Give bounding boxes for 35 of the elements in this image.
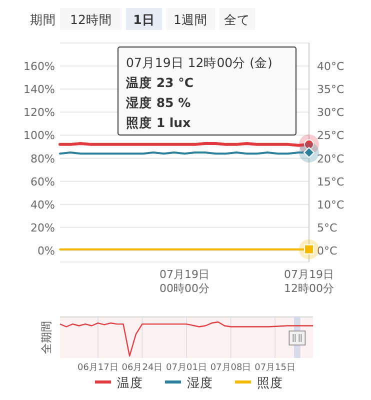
- y2-tick-label: 0°C: [317, 244, 338, 258]
- legend-label: 湿度: [187, 375, 213, 390]
- y-tick-label: 20%: [30, 221, 55, 234]
- text: 1週間: [174, 12, 208, 27]
- y2-tick-label: 35°C: [317, 83, 344, 96]
- x-tick-label: 07月01日: [166, 363, 207, 373]
- y-tick-label: 60%: [30, 175, 55, 188]
- y-tick-label: 160%: [24, 60, 55, 74]
- y-tick-label: 140%: [24, 83, 55, 96]
- x-tick-label: 07月19日 00時00分: [160, 268, 210, 295]
- annotation: 07月19日 12時00分 (金) 温度 23 °C 湿度 85 % 照度 1 lux: [125, 55, 272, 130]
- y2-tick-label: 40°C: [317, 60, 344, 74]
- text: 全て: [224, 12, 250, 27]
- legend-label: 照度: [257, 375, 283, 390]
- y2-tick-label: 15°C: [317, 175, 344, 188]
- y-tick-label: 100%: [24, 129, 55, 142]
- y-tick-label: 120%: [24, 106, 55, 120]
- y-tick-label: 80%: [30, 152, 55, 166]
- legend-label: 温度: [117, 375, 143, 390]
- y-tick-label: 40%: [30, 198, 55, 212]
- text: 1日: [133, 12, 155, 27]
- y2-tick-label: 10°C: [317, 198, 344, 212]
- text: 12時間: [70, 12, 112, 27]
- y2-tick-label: 30°C: [317, 106, 344, 120]
- y2-tick-label: 20°C: [317, 152, 344, 166]
- x-tick-label: 06月24日: [122, 363, 163, 373]
- x-tick-label: 07月19日 12時00分: [284, 268, 334, 295]
- y2-tick-label: 25°C: [317, 129, 344, 142]
- text: 期間: [30, 12, 56, 27]
- y-axis-title: 全期間: [40, 321, 53, 354]
- x-tick-label: 06月17日: [77, 363, 118, 373]
- x-tick-label: 07月08日: [210, 363, 252, 373]
- y-tick-label: 0%: [38, 244, 55, 258]
- x-tick-label: 07月15日: [254, 363, 296, 373]
- y2-tick-label: 5°C: [317, 221, 338, 234]
